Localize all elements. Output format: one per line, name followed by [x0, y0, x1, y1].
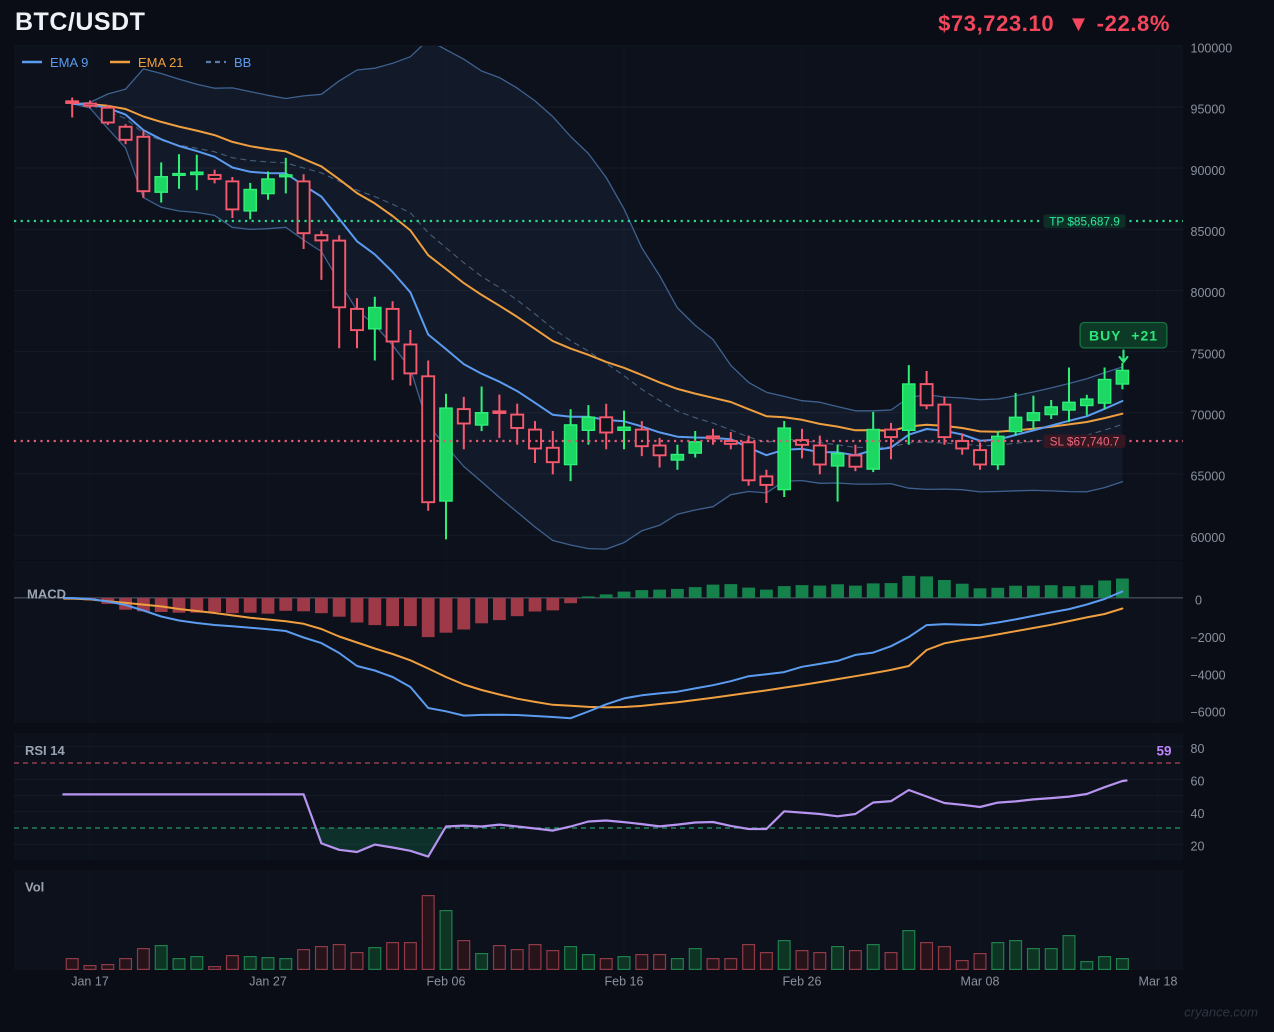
- svg-text:80000: 80000: [1191, 286, 1226, 300]
- svg-text:70000: 70000: [1191, 409, 1226, 423]
- svg-text:SL $67,740.7: SL $67,740.7: [1050, 434, 1120, 448]
- svg-text:80: 80: [1191, 742, 1205, 756]
- svg-text:TP $85,687.9: TP $85,687.9: [1049, 214, 1120, 228]
- svg-text:Jan 17: Jan 17: [71, 975, 109, 989]
- svg-text:60000: 60000: [1191, 531, 1226, 545]
- svg-text:−6000: −6000: [1191, 706, 1226, 720]
- svg-text:100000: 100000: [1191, 42, 1233, 56]
- svg-text:Feb 26: Feb 26: [783, 975, 822, 989]
- svg-text:BUY +21: BUY +21: [1089, 328, 1158, 344]
- svg-text:75000: 75000: [1191, 347, 1226, 361]
- svg-text:cryance.com: cryance.com: [1184, 1005, 1258, 1020]
- svg-text:−4000: −4000: [1191, 668, 1226, 682]
- svg-text:$73,723.10 ▼ -22.8%: $73,723.10 ▼ -22.8%: [938, 11, 1170, 36]
- svg-text:59: 59: [1156, 744, 1171, 759]
- svg-text:EMA 21: EMA 21: [138, 55, 184, 70]
- svg-text:Mar 08: Mar 08: [961, 975, 1000, 989]
- svg-text:60: 60: [1191, 775, 1205, 789]
- svg-text:65000: 65000: [1191, 470, 1226, 484]
- svg-text:RSI 14: RSI 14: [25, 743, 66, 758]
- svg-text:20: 20: [1191, 840, 1205, 854]
- svg-text:Feb 16: Feb 16: [605, 975, 644, 989]
- svg-text:90000: 90000: [1191, 164, 1226, 178]
- svg-text:Mar 18: Mar 18: [1139, 975, 1178, 989]
- svg-text:40: 40: [1191, 807, 1205, 821]
- svg-text:BB: BB: [234, 55, 251, 70]
- svg-text:95000: 95000: [1191, 103, 1226, 117]
- svg-text:0: 0: [1195, 594, 1202, 608]
- svg-text:Feb 06: Feb 06: [427, 975, 466, 989]
- svg-text:Vol: Vol: [25, 880, 44, 895]
- svg-text:MACD: MACD: [27, 587, 66, 602]
- svg-text:−2000: −2000: [1191, 631, 1226, 645]
- svg-text:85000: 85000: [1191, 225, 1226, 239]
- svg-text:BTC/USDT: BTC/USDT: [15, 8, 145, 36]
- svg-text:Jan 27: Jan 27: [249, 975, 287, 989]
- svg-text:EMA 9: EMA 9: [50, 55, 88, 70]
